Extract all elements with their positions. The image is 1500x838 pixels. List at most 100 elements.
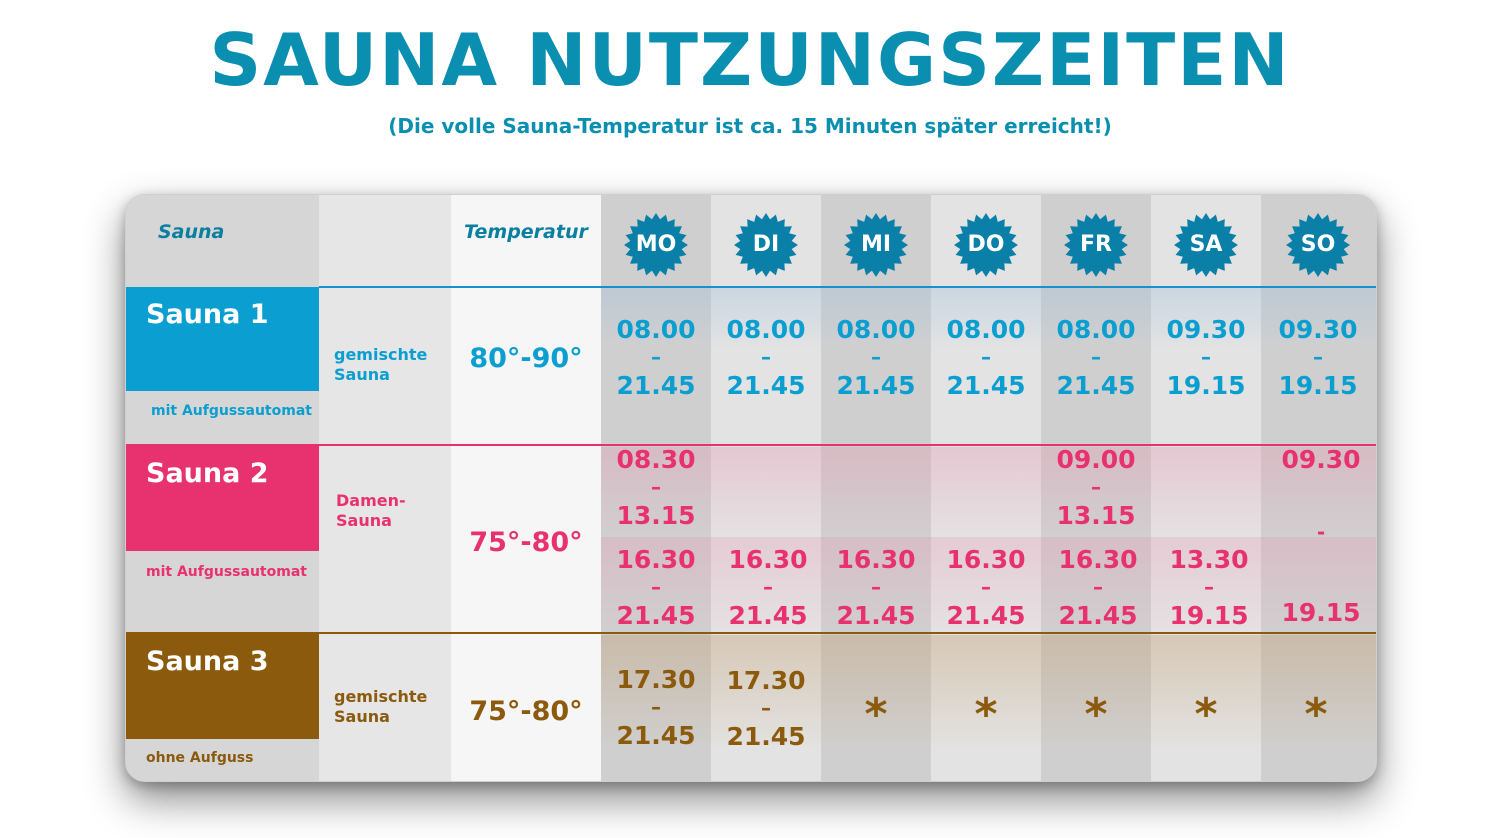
sauna3-do-closed: * bbox=[974, 689, 998, 740]
sauna1-so-to: 19.15 bbox=[1278, 371, 1358, 400]
sauna1-line bbox=[319, 286, 1376, 288]
day-badge-mo: MO bbox=[624, 213, 688, 277]
sauna1-mo-to: 21.45 bbox=[616, 371, 696, 400]
sauna2-sa-evening-sep: – bbox=[1204, 575, 1214, 599]
starburst-icon bbox=[624, 213, 688, 277]
sauna2-so-to: 19.15 bbox=[1281, 598, 1361, 627]
sauna2-fr-evening-sep: – bbox=[1093, 575, 1103, 599]
sauna1-di-from: 08.00 bbox=[726, 315, 806, 344]
sauna1-name-block: Sauna 1 bbox=[126, 287, 319, 391]
sauna1-so-sep: – bbox=[1313, 345, 1323, 369]
sauna1-mi-from: 08.00 bbox=[836, 315, 916, 344]
sauna1-so-from: 09.30 bbox=[1278, 315, 1358, 344]
sauna2-mo-morning-sep: – bbox=[651, 475, 661, 499]
sauna2-evening-tint bbox=[601, 537, 1376, 632]
sauna2-sa-evening-to: 19.15 bbox=[1169, 601, 1249, 630]
sauna1-note: mit Aufgussautomat bbox=[151, 403, 312, 419]
sauna2-temperature: 75°-80° bbox=[469, 527, 583, 558]
starburst-icon bbox=[1286, 213, 1350, 277]
day-badge-do: DO bbox=[954, 213, 1018, 277]
sauna2-line bbox=[126, 444, 1376, 446]
sauna2-di-evening-sep: – bbox=[763, 575, 773, 599]
sauna2-do-evening-sep: – bbox=[981, 575, 991, 599]
sauna3-mo-to: 21.45 bbox=[616, 721, 696, 750]
sauna2-do-evening-to: 21.45 bbox=[946, 601, 1026, 630]
sauna1-do-from: 08.00 bbox=[946, 315, 1026, 344]
sauna3-type: gemischte Sauna bbox=[334, 687, 428, 726]
day-column-do bbox=[931, 195, 1041, 781]
sauna1-do-to: 21.45 bbox=[946, 371, 1026, 400]
sauna3-sa-closed: * bbox=[1194, 689, 1218, 740]
sauna1-mo-sep: – bbox=[651, 345, 661, 369]
sauna2-name-block: Sauna 2 bbox=[126, 446, 319, 551]
page-subtitle: (Die volle Sauna-Temperatur ist ca. 15 M… bbox=[388, 114, 1112, 138]
sauna2-mi-evening-sep: – bbox=[871, 575, 881, 599]
sauna1-fr-to: 21.45 bbox=[1056, 371, 1136, 400]
sauna1-sa-sep: – bbox=[1201, 345, 1211, 369]
schedule-table: Sauna Temperatur MO DI MI DO FR SA SO Sa… bbox=[125, 194, 1377, 782]
sauna3-tint bbox=[601, 635, 1376, 745]
sauna1-tint bbox=[601, 287, 1376, 347]
sauna3-mo-from: 17.30 bbox=[616, 665, 696, 694]
sauna2-mi-evening-to: 21.45 bbox=[836, 601, 916, 630]
day-column-mi bbox=[821, 195, 931, 781]
sauna1-type: gemischte Sauna bbox=[334, 345, 428, 384]
starburst-icon bbox=[1174, 213, 1238, 277]
sauna-header: Sauna bbox=[158, 221, 225, 243]
starburst-icon bbox=[1064, 213, 1128, 277]
day-column-di bbox=[711, 195, 821, 781]
day-badge-sa: SA bbox=[1174, 213, 1238, 277]
sauna2-type: Damen- Sauna bbox=[336, 491, 406, 530]
sauna2-morning-tint bbox=[601, 447, 1376, 537]
sauna3-line bbox=[126, 632, 1376, 634]
sauna2-mo-evening-to: 21.45 bbox=[616, 601, 696, 630]
sauna3-mi-closed: * bbox=[864, 689, 888, 740]
starburst-icon bbox=[954, 213, 1018, 277]
sauna2-mo-evening-sep: – bbox=[651, 575, 661, 599]
day-column-fr bbox=[1041, 195, 1151, 781]
sauna2-fr-evening-to: 21.45 bbox=[1058, 601, 1138, 630]
sauna2-mo-evening-from: 16.30 bbox=[616, 545, 696, 574]
sauna1-do-sep: – bbox=[981, 345, 991, 369]
starburst-icon bbox=[844, 213, 908, 277]
sauna2-di-evening-from: 16.30 bbox=[728, 545, 808, 574]
sauna2-di-evening-to: 21.45 bbox=[728, 601, 808, 630]
day-column-sa bbox=[1151, 195, 1261, 781]
sauna1-di-to: 21.45 bbox=[726, 371, 806, 400]
sauna2-note: mit Aufgussautomat bbox=[146, 564, 307, 580]
day-column-mo bbox=[601, 195, 711, 781]
temperature-column bbox=[451, 195, 601, 781]
sauna2-so-sep: - bbox=[1316, 520, 1326, 544]
sauna3-name: Sauna 3 bbox=[146, 646, 269, 677]
sauna2-fr-morning-sep: – bbox=[1091, 475, 1101, 499]
sauna2-so-from: 09.30 bbox=[1281, 445, 1361, 474]
sauna3-fr-closed: * bbox=[1084, 689, 1108, 740]
sauna1-temperature: 80°-90° bbox=[469, 343, 583, 374]
sauna2-fr-evening-from: 16.30 bbox=[1058, 545, 1138, 574]
sauna3-mo-sep: – bbox=[651, 695, 661, 719]
day-column-so bbox=[1261, 195, 1376, 781]
sauna3-temperature: 75°-80° bbox=[469, 696, 583, 727]
day-badge-mi: MI bbox=[844, 213, 908, 277]
sauna2-sa-evening-from: 13.30 bbox=[1169, 545, 1249, 574]
starburst-icon bbox=[734, 213, 798, 277]
sauna1-fr-from: 08.00 bbox=[1056, 315, 1136, 344]
sauna2-do-evening-from: 16.30 bbox=[946, 545, 1026, 574]
day-badge-di: DI bbox=[734, 213, 798, 277]
sauna2-fr-morning-to: 13.15 bbox=[1056, 501, 1136, 530]
sauna1-fr-sep: – bbox=[1091, 345, 1101, 369]
day-badge-so: SO bbox=[1286, 213, 1350, 277]
sauna2-mo-morning-from: 08.30 bbox=[616, 445, 696, 474]
sauna1-sa-to: 19.15 bbox=[1166, 371, 1246, 400]
sauna2-fr-morning-from: 09.00 bbox=[1056, 445, 1136, 474]
page-title: SAUNA NUTZUNGSZEITEN bbox=[209, 18, 1291, 102]
sauna1-mo-from: 08.00 bbox=[616, 315, 696, 344]
sauna3-so-closed: * bbox=[1304, 689, 1328, 740]
sauna2-name: Sauna 2 bbox=[146, 458, 269, 489]
sauna1-di-sep: – bbox=[761, 345, 771, 369]
sauna3-di-sep: – bbox=[761, 696, 771, 720]
sauna3-note: ohne Aufguss bbox=[146, 750, 254, 766]
day-badge-fr: FR bbox=[1064, 213, 1128, 277]
sauna-type-column bbox=[319, 195, 451, 781]
sauna2-mi-evening-from: 16.30 bbox=[836, 545, 916, 574]
